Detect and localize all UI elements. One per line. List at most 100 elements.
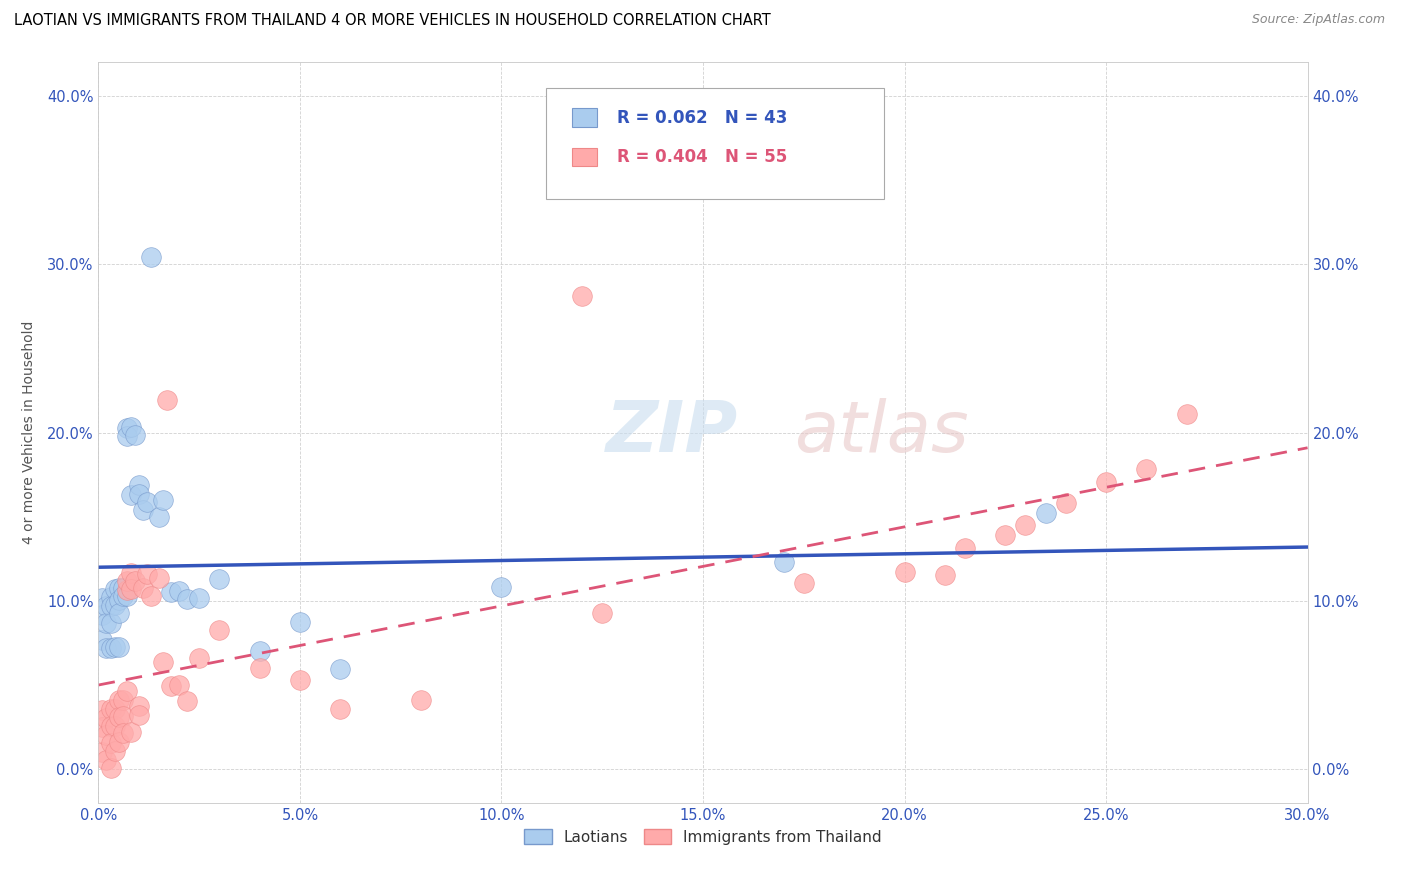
Point <box>100 615 122 630</box>
Point <box>288 615 311 630</box>
Point <box>107 640 129 654</box>
Point <box>111 589 134 603</box>
Point <box>120 487 142 501</box>
Point <box>167 678 190 692</box>
Point <box>571 289 593 303</box>
Point <box>107 693 129 707</box>
Point <box>329 702 352 716</box>
Text: atlas: atlas <box>793 398 969 467</box>
Point <box>160 585 183 599</box>
Point <box>208 623 231 637</box>
Point <box>188 591 211 605</box>
Point <box>893 565 915 579</box>
Point <box>132 581 155 595</box>
Y-axis label: 4 or more Vehicles in Household: 4 or more Vehicles in Household <box>22 321 35 544</box>
Text: LAOTIAN VS IMMIGRANTS FROM THAILAND 4 OR MORE VEHICLES IN HOUSEHOLD CORRELATION : LAOTIAN VS IMMIGRANTS FROM THAILAND 4 OR… <box>14 13 770 29</box>
Point <box>115 589 138 603</box>
Point <box>132 503 155 517</box>
Point <box>96 753 118 767</box>
Legend: Laotians, Immigrants from Thailand: Laotians, Immigrants from Thailand <box>517 822 889 851</box>
Point <box>491 580 513 594</box>
Point <box>1054 496 1077 510</box>
Point <box>934 568 956 582</box>
Point <box>135 494 157 508</box>
Point <box>111 581 134 595</box>
Point <box>107 593 129 607</box>
Point <box>148 571 170 585</box>
Point <box>994 528 1017 542</box>
Point <box>953 541 976 555</box>
Point <box>167 584 190 599</box>
Point <box>120 420 142 434</box>
Point <box>409 693 432 707</box>
Text: R = 0.062   N = 43: R = 0.062 N = 43 <box>617 109 787 127</box>
Point <box>128 478 150 492</box>
Point <box>96 615 118 630</box>
Point <box>103 702 125 716</box>
Point <box>176 694 198 708</box>
Point <box>115 574 138 589</box>
Point <box>100 761 122 775</box>
Text: ZIP: ZIP <box>606 398 738 467</box>
Point <box>103 640 125 655</box>
Point <box>1035 506 1057 520</box>
Point <box>107 581 129 595</box>
Point <box>124 428 146 442</box>
Text: Source: ZipAtlas.com: Source: ZipAtlas.com <box>1251 13 1385 27</box>
Bar <box>572 108 596 127</box>
Point <box>329 662 352 676</box>
Point <box>793 575 815 590</box>
Point <box>100 599 122 613</box>
Point <box>135 567 157 582</box>
Point <box>160 679 183 693</box>
Point <box>91 703 114 717</box>
Point <box>148 510 170 524</box>
Point <box>156 393 179 408</box>
Point <box>188 650 211 665</box>
Point <box>103 744 125 758</box>
Point <box>139 250 162 264</box>
Point <box>100 591 122 605</box>
Point <box>1014 517 1036 532</box>
Point <box>96 711 118 725</box>
Point <box>91 607 114 622</box>
Point <box>107 710 129 724</box>
Point <box>120 582 142 597</box>
Point <box>96 728 118 742</box>
Point <box>103 599 125 613</box>
Point <box>91 633 114 648</box>
Point <box>115 429 138 443</box>
Point <box>100 640 122 655</box>
Point <box>100 702 122 716</box>
Point <box>103 582 125 596</box>
Point <box>208 572 231 586</box>
Point <box>139 589 162 603</box>
Point <box>100 736 122 750</box>
Point <box>249 644 271 658</box>
Point <box>128 487 150 501</box>
Point <box>115 420 138 434</box>
Point <box>120 725 142 739</box>
Point <box>111 709 134 723</box>
Point <box>115 582 138 597</box>
Point <box>128 699 150 714</box>
Point <box>103 719 125 733</box>
Point <box>100 719 122 733</box>
Point <box>107 735 129 749</box>
Point <box>96 599 118 614</box>
Text: R = 0.404   N = 55: R = 0.404 N = 55 <box>617 148 787 166</box>
Point <box>591 606 613 620</box>
Point <box>1095 475 1118 489</box>
Point <box>96 641 118 656</box>
FancyBboxPatch shape <box>546 88 884 200</box>
Point <box>1175 407 1198 421</box>
Point <box>152 655 174 669</box>
Point <box>111 692 134 706</box>
Point <box>115 683 138 698</box>
Point <box>288 673 311 687</box>
Point <box>91 591 114 606</box>
Point <box>111 726 134 740</box>
Point <box>772 555 794 569</box>
Point <box>124 574 146 588</box>
Point <box>91 720 114 734</box>
